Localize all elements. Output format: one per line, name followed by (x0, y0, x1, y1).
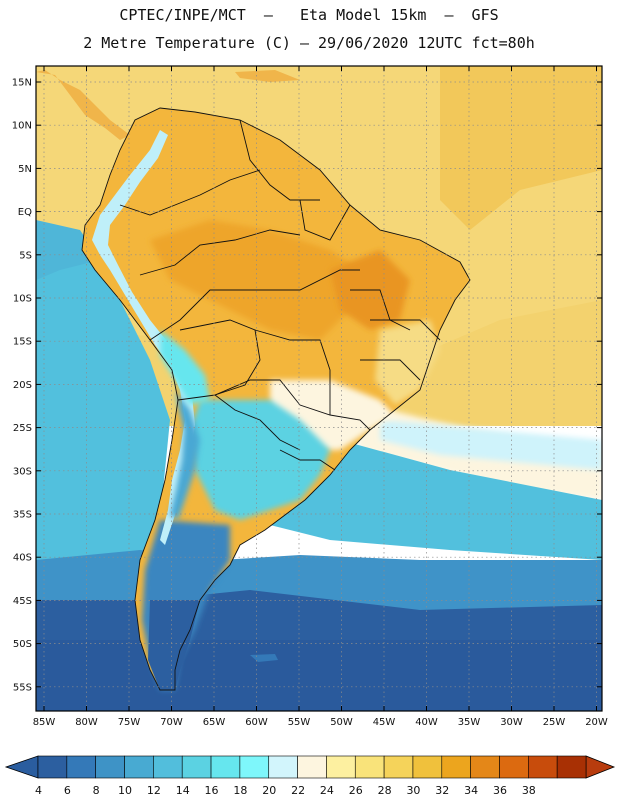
lon-label: 20W (585, 717, 608, 728)
andes-blue-core (170, 390, 200, 520)
colorbar-swatch (470, 755, 500, 779)
colorbar-label: 14 (176, 784, 190, 797)
colorbar-swatch (354, 755, 385, 779)
colorbar-over-arrow (585, 755, 616, 779)
colorbar-label: 6 (64, 784, 71, 797)
ocean-band-light-atlantic (380, 420, 602, 470)
central-america (36, 70, 130, 140)
colorbar-swatch (528, 755, 558, 779)
lon-label: 60W (245, 717, 268, 728)
lon-label: 40W (415, 717, 438, 728)
lon-label: 85W (33, 717, 56, 728)
map-plot-area (36, 66, 602, 711)
colorbar: 4 6 8 10 12 14 16 18 20 22 24 26 28 30 32 34 36 38 (4, 755, 616, 797)
country-borders (81, 107, 471, 691)
map-title-line1: CPTEC/INPE/MCT – Eta Model 15km – GFS (119, 6, 499, 24)
lat-label: 55S (13, 682, 32, 693)
colorbar-label: 36 (493, 784, 507, 797)
colorbar-label: 30 (406, 784, 420, 797)
lat-label: 5S (19, 250, 32, 261)
lat-label: 45S (13, 596, 32, 607)
lon-label: 30W (500, 717, 523, 728)
lat-label: 25S (13, 423, 32, 434)
colorbar-swatch (181, 755, 212, 779)
lon-label: 65W (203, 717, 226, 728)
colorbar-swatch (383, 755, 414, 779)
colorbar-swatch (153, 755, 183, 779)
colorbar-label: 28 (378, 784, 392, 797)
ocean-band-hot-atlantic (440, 66, 602, 230)
lon-label: 25W (543, 717, 566, 728)
colorbar-label: 24 (320, 784, 334, 797)
colorbar-label: 32 (435, 784, 449, 797)
colorbar-swatch (499, 755, 529, 779)
colorbar-label: 8 (93, 784, 100, 797)
land-hot-amazon (150, 220, 360, 340)
lon-label: 50W (330, 717, 353, 728)
colorbar-swatch (556, 755, 587, 779)
altiplano-cold (160, 330, 210, 405)
colorbar-label: 10 (118, 784, 132, 797)
colorbar-label: 34 (464, 784, 478, 797)
ocean-band-warm-pacific (36, 220, 100, 280)
falkland-islands (250, 654, 278, 662)
lat-label: 5N (18, 164, 32, 175)
longitude-axis: 85W 80W 75W 70W 65W 60W 55W 50W 45W 40W 35W 30W 25W 2… (33, 66, 608, 728)
colorbar-swatch (268, 755, 298, 779)
colorbar-label: 38 (522, 784, 536, 797)
colorbar-label: 16 (205, 784, 219, 797)
lat-label: EQ (18, 207, 32, 218)
latitude-axis: 15N 10N 5N EQ 5S 10S 15S 20S 25S 30S 35S 40S 45S 50S 5… (12, 78, 602, 693)
colorbar-label: 18 (233, 784, 247, 797)
colorbar-label: 4 (35, 784, 42, 797)
colorbar-under-arrow (4, 755, 39, 779)
map-title-line2: 2 Metre Temperature (C) – 29/06/2020 12U… (83, 34, 535, 52)
map-frame (35, 65, 603, 712)
lat-label: 15S (13, 337, 32, 348)
lon-label: 80W (75, 717, 98, 728)
colorbar-label: 12 (147, 784, 161, 797)
lon-label: 35W (458, 717, 481, 728)
lat-label: 20S (13, 380, 32, 391)
lat-label: 10N (12, 121, 32, 132)
lat-label: 50S (13, 639, 32, 650)
colorbar-swatch (441, 755, 471, 779)
lon-label: 55W (288, 717, 311, 728)
colorbar-swatch (66, 755, 96, 779)
colorbar-label: 22 (291, 784, 305, 797)
ocean-band-cool-pacific (36, 230, 170, 570)
ocean-band-deep-south2 (36, 640, 602, 711)
lon-label: 45W (373, 717, 396, 728)
caribbean-islands (235, 70, 300, 82)
lon-label: 75W (118, 717, 141, 728)
colorbar-swatch (210, 755, 241, 779)
colorbar-swatch (37, 755, 68, 779)
lat-label: 35S (13, 510, 32, 521)
colorbar-swatch (239, 755, 270, 779)
colorbar-label: 26 (349, 784, 363, 797)
lat-label: 10S (13, 294, 32, 305)
land-cold-patagonia-south (148, 600, 200, 690)
colorbar-swatch (124, 755, 154, 779)
colorbar-swatch (95, 755, 125, 779)
colorbar-label: 20 (262, 784, 276, 797)
lat-label: 30S (13, 466, 32, 477)
land-cool-pampas (190, 400, 330, 520)
colorbar-swatch (297, 755, 327, 779)
lat-label: 15N (12, 78, 32, 89)
colorbar-swatch (412, 755, 443, 779)
colorbar-swatch (326, 755, 356, 779)
lat-label: 40S (13, 553, 32, 564)
lon-label: 70W (160, 717, 183, 728)
